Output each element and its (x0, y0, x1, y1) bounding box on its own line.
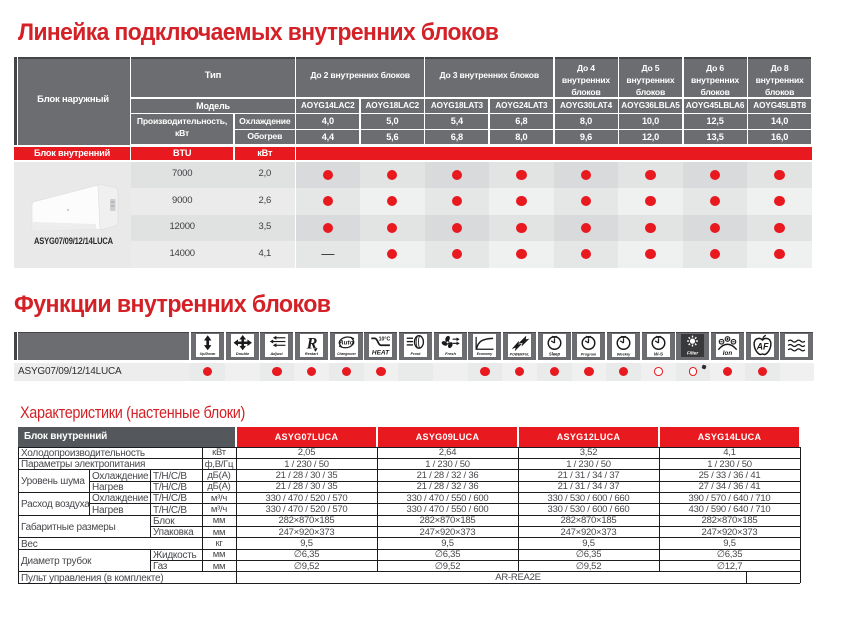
svg-text:POWERFUL: POWERFUL (510, 352, 530, 356)
svg-text:10°C: 10°C (379, 336, 391, 342)
svg-text:Changeover: Changeover (337, 352, 356, 356)
svg-text:Double: Double (236, 351, 250, 356)
svg-text:Filter: Filter (687, 350, 698, 355)
svg-text:Ion: Ion (723, 350, 733, 357)
svg-text:Economy: Economy (477, 352, 494, 356)
svg-text:Weekly: Weekly (617, 351, 631, 356)
svg-text:W-S: W-S (654, 351, 664, 357)
svg-text:Adjust: Adjust (270, 351, 284, 356)
svg-text:Up/Down: Up/Down (200, 352, 217, 356)
svg-text:Program: Program (581, 352, 597, 356)
svg-text:Auto: Auto (338, 339, 353, 346)
svg-text:Restart: Restart (305, 352, 319, 356)
svg-text:AF: AF (755, 341, 768, 351)
svg-text:Sleep: Sleep (549, 351, 561, 356)
svg-text:R: R (306, 334, 318, 352)
svg-text:HEAT: HEAT (372, 349, 390, 356)
svg-text:Frost: Frost (411, 351, 422, 356)
svg-text:Fresh: Fresh (445, 351, 456, 356)
